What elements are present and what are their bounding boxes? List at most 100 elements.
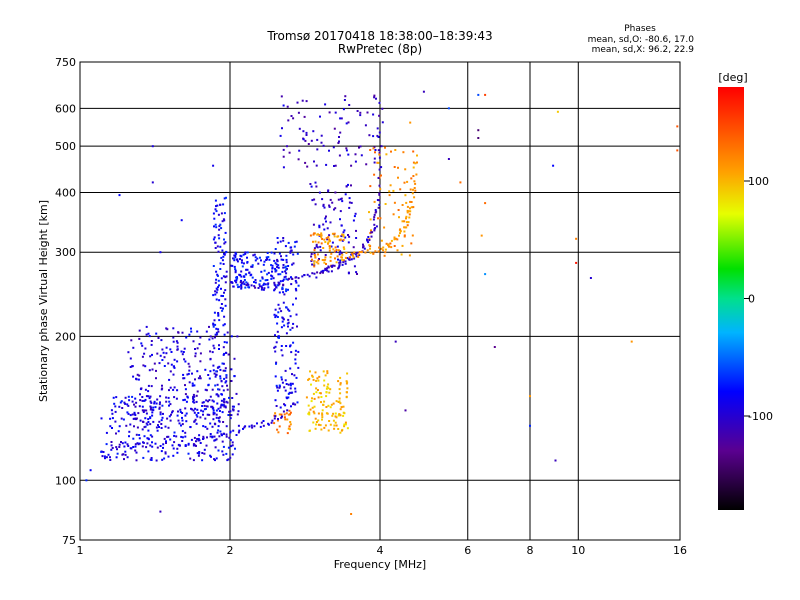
data-point <box>323 400 326 403</box>
data-point <box>192 340 195 343</box>
data-point <box>380 174 382 177</box>
data-point <box>378 176 381 179</box>
data-point <box>138 434 141 436</box>
data-point <box>219 368 222 371</box>
data-point <box>305 131 308 134</box>
data-point <box>213 311 216 314</box>
data-point <box>334 412 337 415</box>
data-point <box>156 398 159 401</box>
data-point <box>354 160 357 163</box>
data-point <box>348 201 351 204</box>
data-point <box>199 352 202 355</box>
data-point <box>195 394 198 397</box>
data-point <box>218 416 221 419</box>
data-point <box>308 429 311 432</box>
data-point <box>318 392 321 394</box>
data-point <box>320 428 323 431</box>
data-point <box>197 377 200 380</box>
data-point <box>279 280 282 283</box>
data-point <box>353 265 356 268</box>
data-point <box>158 407 161 410</box>
data-point <box>397 166 399 169</box>
data-point <box>403 181 406 184</box>
data-point <box>345 395 348 398</box>
isolated-point <box>394 340 397 343</box>
data-point <box>289 251 292 254</box>
data-point <box>289 246 292 249</box>
data-point <box>233 405 235 408</box>
data-point <box>284 245 287 248</box>
trace-point <box>237 431 240 434</box>
data-point <box>318 224 321 227</box>
data-point <box>183 398 186 401</box>
data-point <box>317 241 320 244</box>
data-point <box>211 399 214 402</box>
data-point <box>154 406 157 409</box>
data-point <box>251 265 254 268</box>
data-point <box>359 111 362 114</box>
data-point <box>211 425 214 428</box>
data-point <box>163 437 166 440</box>
data-point <box>328 420 331 422</box>
data-point <box>187 372 190 375</box>
data-point <box>325 406 328 408</box>
data-point <box>238 285 241 288</box>
data-point <box>219 430 222 433</box>
data-point <box>215 210 218 213</box>
data-point <box>283 403 285 406</box>
data-point <box>215 270 218 273</box>
data-point <box>237 403 240 406</box>
x-tick-label: 6 <box>464 544 471 557</box>
data-point <box>356 273 358 275</box>
data-point <box>297 284 300 287</box>
data-point <box>399 188 402 191</box>
data-point <box>203 452 206 455</box>
data-point <box>176 389 179 392</box>
data-point <box>288 309 291 312</box>
y-tick-label: 100 <box>55 474 76 487</box>
data-point <box>124 402 127 405</box>
data-point <box>341 233 344 236</box>
data-point <box>283 276 286 279</box>
data-point <box>310 255 313 258</box>
isolated-point <box>484 93 487 96</box>
data-point <box>114 410 117 413</box>
isolated-point <box>85 479 88 482</box>
trace-point <box>414 182 417 185</box>
data-point <box>289 382 292 385</box>
data-point <box>313 249 316 252</box>
data-point <box>123 458 125 461</box>
data-point <box>271 275 274 278</box>
data-point <box>217 366 220 369</box>
data-point <box>328 234 331 237</box>
data-point <box>310 253 313 255</box>
data-point <box>216 402 219 405</box>
trace-point <box>378 101 381 104</box>
data-point <box>384 248 387 251</box>
data-point <box>211 436 214 439</box>
data-point <box>325 163 328 166</box>
data-point <box>322 144 325 147</box>
trace-point <box>377 177 380 179</box>
data-point <box>225 425 228 428</box>
data-point <box>151 411 154 414</box>
data-point <box>334 191 337 194</box>
data-point <box>254 259 257 262</box>
data-point <box>215 457 218 460</box>
data-point <box>144 417 147 420</box>
trace-point <box>138 442 141 445</box>
trace-point <box>393 236 396 239</box>
data-point <box>280 326 283 329</box>
data-point <box>124 453 127 456</box>
isolated-point <box>159 251 162 254</box>
data-point <box>338 154 341 157</box>
trace-point <box>308 275 311 278</box>
data-point <box>222 263 225 265</box>
data-point <box>149 400 152 403</box>
data-point <box>231 444 234 447</box>
data-point <box>287 392 290 395</box>
data-point <box>133 417 136 420</box>
isolated-point <box>151 181 154 184</box>
trace-point <box>123 445 126 448</box>
data-point <box>138 405 141 408</box>
